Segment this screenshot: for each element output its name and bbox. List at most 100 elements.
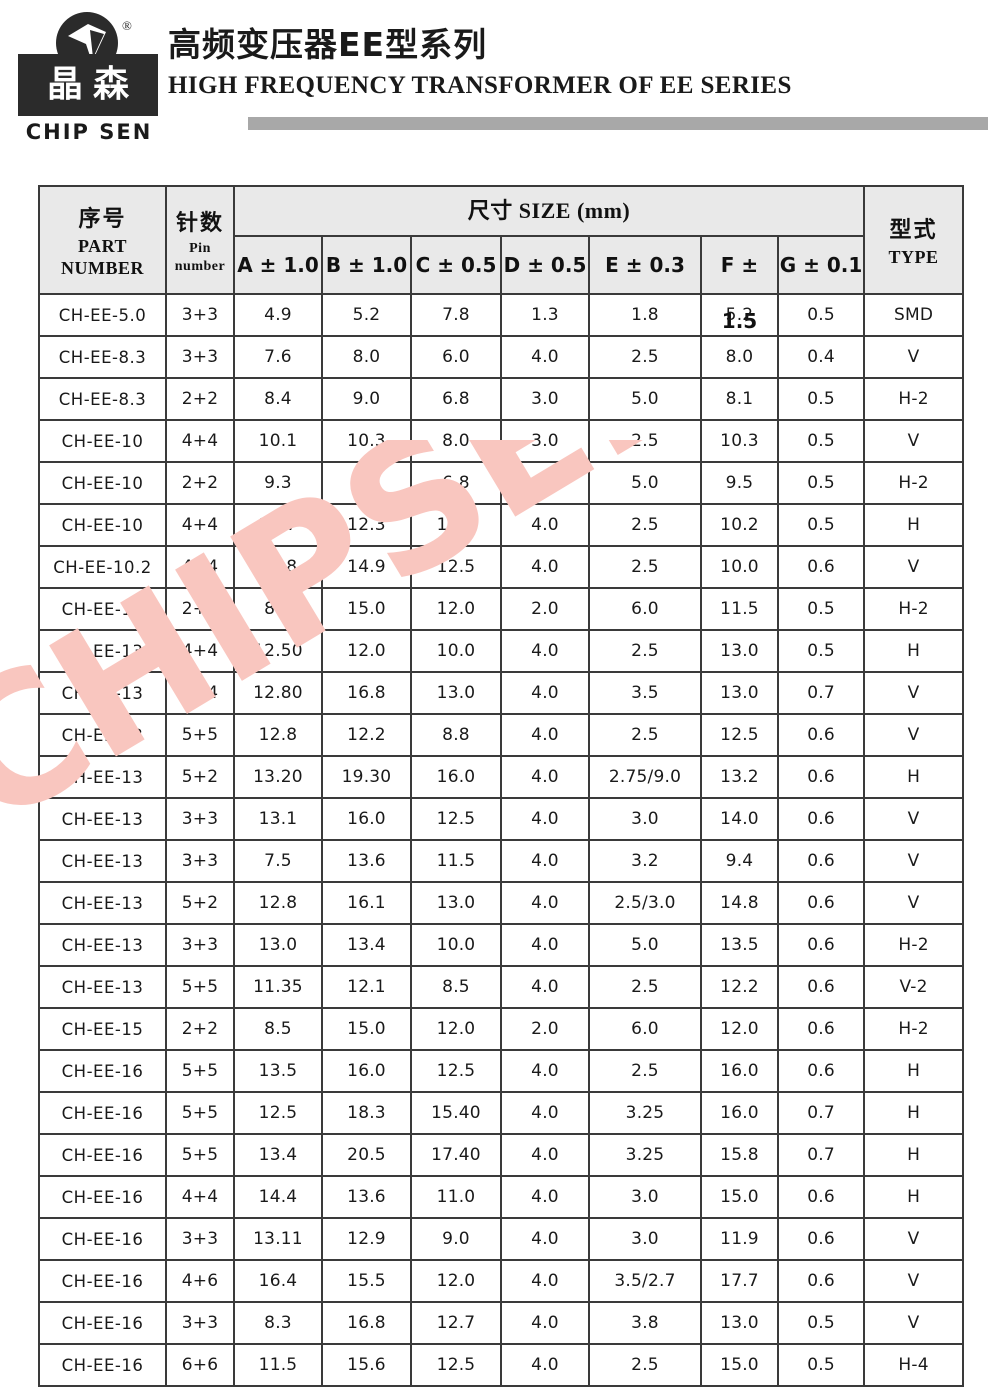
table-row: CH-EE-16 3+3 8.3 16.8 12.7 4.0 3.8 13.0 0.5 V — [38, 1301, 965, 1345]
cell-dim-d: 4.0 — [500, 797, 590, 841]
col-header-dim-e: E ± 0.3 — [588, 235, 702, 295]
table-row: CH-EE-16 3+3 13.11 12.9 9.0 4.0 3.0 11.9 0.6 V — [38, 1217, 965, 1261]
cell-dim-a: 12.8 — [233, 881, 323, 925]
cell-dim-b: 15.6 — [321, 1343, 412, 1387]
cell-dim-e: 6.0 — [588, 587, 702, 631]
table-row: CH-EE-16 5+5 12.5 18.3 15.40 4.0 3.25 16.0 0.7 H — [38, 1091, 965, 1135]
cell-part-number: CH-EE-16 — [38, 1343, 167, 1387]
col-header-dim-d-label: D ± 0.5 — [503, 253, 587, 277]
cell-dim-d: 4.0 — [500, 1343, 590, 1387]
logo-swoosh-icon — [68, 24, 106, 62]
cell-dim-b: 5.2 — [321, 293, 412, 337]
cell-dim-f: 14.8 — [700, 881, 779, 925]
cell-type: V — [863, 545, 965, 589]
cell-dim-d: 4.0 — [500, 965, 590, 1009]
col-header-dim-g: G ± 0.1 — [776, 235, 866, 295]
cell-dim-d: 4.0 — [500, 1133, 590, 1177]
table-row: CH-EE-16 5+5 13.5 16.0 12.5 4.0 2.5 16.0 0.6 H — [38, 1049, 965, 1093]
cell-dim-b: 19.30 — [321, 755, 412, 799]
cell-pin-number: 5+2 — [165, 755, 235, 799]
title-english: HIGH FREQUENCY TRANSFORMER OF EE SERIES — [168, 72, 792, 100]
cell-part-number: CH-EE-10 — [38, 461, 167, 505]
table-row: CH-EE-8.3 3+3 7.6 8.0 6.0 4.0 2.5 8.0 0.4 V — [38, 335, 965, 379]
cell-dim-g: 0.6 — [776, 1259, 866, 1303]
cell-dim-f: 12.2 — [700, 965, 779, 1009]
cell-dim-b: 12.0 — [321, 629, 412, 673]
table-row: CH-EE-16 6+6 11.5 15.6 12.5 4.0 2.5 15.0 0.5 H-4 — [38, 1343, 965, 1387]
cell-dim-c: 11.5 — [410, 839, 502, 883]
cell-pin-number: 4+4 — [165, 671, 235, 715]
cell-pin-number: 6+6 — [165, 1343, 235, 1387]
cell-type: SMD — [863, 293, 965, 337]
cell-dim-b: 16.8 — [321, 1301, 412, 1345]
cell-dim-c: 8.5 — [410, 965, 502, 1009]
col-header-pin-number-en1: Pin — [189, 241, 211, 256]
cell-pin-number: 4+4 — [165, 629, 235, 673]
cell-dim-d: 4.0 — [500, 1217, 590, 1261]
cell-type: V — [863, 797, 965, 841]
cell-type: H — [863, 1091, 965, 1135]
table-row: CH-EE-10 2+2 9.3 8.7 6.8 4.0 5.0 9.5 0.5 H-2 — [38, 461, 965, 505]
cell-type: V — [863, 1301, 965, 1345]
col-header-dim-f-label: F ± 1.5 — [720, 253, 759, 333]
table-row: CH-EE-12 2+2 8.7 15.0 12.0 2.0 6.0 11.5 0.5 H-2 — [38, 587, 965, 631]
cell-dim-a: 13.1 — [233, 797, 323, 841]
cell-dim-b: 16.0 — [321, 1049, 412, 1093]
table-row: CH-EE-13 3+3 7.5 13.6 11.5 4.0 3.2 9.4 0.6 V — [38, 839, 965, 883]
cell-part-number: CH-EE-13 — [38, 671, 167, 715]
cell-dim-e: 2.5/3.0 — [588, 881, 702, 925]
cell-dim-a: 12.5 — [233, 1091, 323, 1135]
cell-dim-g: 0.5 — [776, 461, 866, 505]
cell-dim-f: 13.5 — [700, 923, 779, 967]
col-header-dim-a: A ± 1.0 — [233, 235, 323, 295]
cell-part-number: CH-EE-13 — [38, 923, 167, 967]
header-row-top: 序号 PART NUMBER 针数 Pin number 尺寸 SIZE (mm… — [38, 185, 965, 295]
cell-part-number: CH-EE-16 — [38, 1133, 167, 1177]
cell-pin-number: 2+2 — [165, 1007, 235, 1051]
cell-dim-g: 0.6 — [776, 1175, 866, 1219]
cell-dim-b: 18.3 — [321, 1091, 412, 1135]
cell-dim-e: 3.0 — [588, 1217, 702, 1261]
col-header-dim-c: C ± 0.5 — [410, 235, 502, 295]
cell-dim-b: 8.7 — [321, 461, 412, 505]
cell-dim-g: 0.6 — [776, 881, 866, 925]
cell-type: H — [863, 755, 965, 799]
cell-dim-b: 15.0 — [321, 587, 412, 631]
cell-pin-number: 4+4 — [165, 419, 235, 463]
table-row: CH-EE-13 4+4 12.80 16.8 13.0 4.0 3.5 13.0 0.7 V — [38, 671, 965, 715]
cell-dim-f: 14.0 — [700, 797, 779, 841]
table-row: CH-EE-13 3+3 13.0 13.4 10.0 4.0 5.0 13.5 0.6 H-2 — [38, 923, 965, 967]
cell-dim-f: 16.0 — [700, 1091, 779, 1135]
table-row: CH-EE-13 5+5 11.35 12.1 8.5 4.0 2.5 12.2 0.6 V-2 — [38, 965, 965, 1009]
cell-dim-g: 0.6 — [776, 839, 866, 883]
cell-dim-g: 0.5 — [776, 377, 866, 421]
cell-part-number: CH-EE-8.3 — [38, 377, 167, 421]
cell-dim-b: 13.6 — [321, 1175, 412, 1219]
cell-pin-number: 5+5 — [165, 713, 235, 757]
cell-part-number: CH-EE-13 — [38, 965, 167, 1009]
cell-dim-c: 7.8 — [410, 293, 502, 337]
cell-type: V — [863, 713, 965, 757]
cell-dim-f: 12.0 — [700, 1007, 779, 1051]
cell-dim-a: 12.8 — [233, 713, 323, 757]
cell-dim-g: 0.5 — [776, 419, 866, 463]
cell-dim-a: 14.4 — [233, 1175, 323, 1219]
cell-dim-a: 12.50 — [233, 629, 323, 673]
cell-dim-d: 4.0 — [500, 1301, 590, 1345]
cell-pin-number: 4+4 — [165, 503, 235, 547]
cell-dim-e: 2.5 — [588, 545, 702, 589]
cell-dim-e: 3.0 — [588, 1175, 702, 1219]
cell-dim-d: 4.0 — [500, 1091, 590, 1135]
cell-dim-f: 17.7 — [700, 1259, 779, 1303]
cell-dim-d: 2.0 — [500, 1007, 590, 1051]
cell-type: H-2 — [863, 587, 965, 631]
table-header: 序号 PART NUMBER 针数 Pin number 尺寸 SIZE (mm… — [38, 185, 965, 333]
cell-pin-number: 5+2 — [165, 881, 235, 925]
col-header-dim-b: B ± 1.0 — [321, 235, 412, 295]
cell-dim-f: 12.5 — [700, 713, 779, 757]
cell-dim-c: 12.5 — [410, 545, 502, 589]
table-row: CH-EE-10 4+4 10.7 12.3 10.5 4.0 2.5 10.2 0.5 H — [38, 503, 965, 547]
cell-type: H-2 — [863, 377, 965, 421]
cell-dim-c: 16.0 — [410, 755, 502, 799]
cell-dim-c: 10.0 — [410, 629, 502, 673]
